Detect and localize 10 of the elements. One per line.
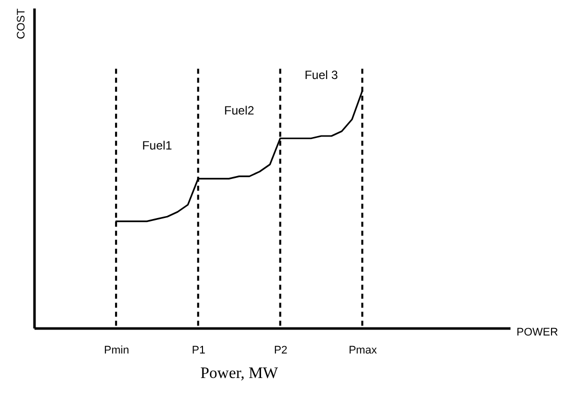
annotation: Fuel2 [224, 103, 254, 118]
annotation: Fuel1 [142, 138, 172, 153]
text: Power, MW [200, 365, 279, 382]
x-tick-label: P2 [274, 344, 288, 356]
x-tick-label: P1 [192, 344, 206, 356]
y-axis-title: COST [16, 8, 28, 40]
x-tick-label: Pmax [348, 344, 378, 356]
text: Fuel 3 [304, 68, 338, 82]
x-tick-label: Pmin [104, 344, 130, 356]
x-axis-title: POWER [516, 326, 558, 338]
